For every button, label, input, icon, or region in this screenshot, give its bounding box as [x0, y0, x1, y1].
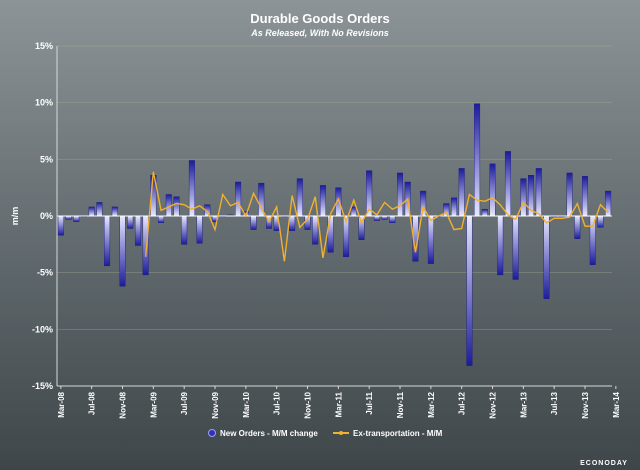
bar — [134, 215, 141, 246]
bar — [235, 181, 242, 217]
bar — [597, 215, 604, 228]
bar — [451, 197, 457, 217]
x-tick-label: Nov-08 — [119, 391, 128, 418]
legend-line-dot — [339, 431, 343, 435]
bar — [181, 215, 188, 245]
x-tick-label: Nov-11 — [396, 391, 405, 418]
x-tick-label: Jul-11 — [365, 391, 374, 414]
bar — [88, 206, 95, 217]
bar — [312, 215, 319, 245]
y-tick-label: -10% — [32, 324, 53, 334]
bar — [389, 215, 396, 224]
bar — [127, 215, 134, 229]
bar — [165, 194, 172, 217]
legend-line-label: Ex-transportation - M/M — [353, 429, 443, 438]
x-tick-label: Jul-12 — [458, 391, 467, 415]
bar — [65, 215, 72, 220]
bar — [142, 215, 149, 276]
bar — [481, 208, 488, 217]
bar — [397, 172, 404, 217]
bar — [566, 172, 573, 217]
x-tick-label: Nov-12 — [489, 391, 498, 418]
bar — [104, 215, 111, 267]
bar — [504, 151, 511, 217]
y-axis-label: m/m — [10, 207, 20, 226]
chart-title: Durable Goods Orders — [250, 11, 389, 26]
bar — [111, 206, 118, 217]
bar — [250, 215, 257, 230]
x-tick-label: Mar-08 — [57, 391, 66, 417]
y-tick-label: 5% — [40, 154, 53, 164]
bar — [420, 190, 427, 217]
y-tick-label: -15% — [32, 381, 53, 391]
y-tick-label: 15% — [35, 41, 53, 51]
bar — [196, 215, 203, 244]
x-tick-label: Jul-13 — [550, 391, 559, 415]
chart-subtitle: As Released, With No Revisions — [250, 28, 388, 38]
brand-logo: ECONODAY — [580, 460, 628, 467]
bar — [489, 163, 496, 217]
x-tick-label: Mar-12 — [427, 391, 436, 417]
bar-series — [57, 103, 612, 366]
x-tick-label: Jul-10 — [273, 391, 282, 415]
x-tick-label: Nov-09 — [211, 391, 220, 418]
x-tick-label: Nov-10 — [304, 391, 313, 418]
bar — [381, 215, 388, 220]
x-tick-label: Mar-13 — [519, 391, 528, 417]
bar — [350, 206, 357, 217]
bar — [497, 215, 504, 276]
bar — [427, 215, 434, 264]
bar — [373, 215, 380, 221]
y-tick-label: 0% — [40, 211, 53, 221]
x-tick-label: Mar-10 — [242, 391, 251, 417]
bar — [296, 178, 303, 217]
bar — [57, 215, 64, 236]
line-series — [144, 171, 609, 262]
bar — [582, 176, 589, 217]
bar — [158, 215, 165, 224]
ex-transportation-line — [144, 171, 609, 262]
y-axis-ticks: 15% 10% 5% 0% -5% -10% -15% — [32, 41, 53, 391]
axis-lines — [56, 46, 612, 387]
x-tick-label: Jul-09 — [180, 391, 189, 415]
x-tick-label: Mar-11 — [334, 391, 343, 417]
legend-bar-marker — [208, 429, 216, 437]
bar — [520, 178, 527, 217]
bar — [543, 215, 550, 299]
y-tick-label: 10% — [35, 98, 53, 108]
legend-bar-label: New Orders - M/M change — [220, 429, 318, 438]
x-tick-label: Jul-08 — [88, 391, 97, 415]
legend-item-line: Ex-transportation - M/M — [333, 429, 443, 438]
bar — [466, 215, 473, 366]
x-tick-label: Mar-14 — [612, 391, 621, 417]
x-axis-ticks: Mar-08 Jul-08 Nov-08 Mar-09 Jul-09 Nov-09 Mar-… — [57, 386, 621, 419]
bar — [319, 185, 326, 217]
bar — [574, 215, 581, 239]
bar — [535, 168, 542, 217]
x-tick-label: Nov-13 — [581, 391, 590, 418]
y-tick-label: -5% — [37, 268, 53, 278]
bar — [119, 215, 126, 287]
legend-item-bars: New Orders - M/M change — [208, 429, 318, 438]
bar — [589, 215, 596, 265]
x-tick-label: Mar-09 — [149, 391, 158, 417]
bar — [173, 196, 180, 217]
bar — [73, 215, 80, 222]
bar — [96, 202, 103, 217]
legend: New Orders - M/M change Ex-transportatio… — [208, 429, 443, 438]
bar — [458, 168, 465, 217]
bar — [289, 215, 296, 231]
bar — [512, 215, 519, 280]
